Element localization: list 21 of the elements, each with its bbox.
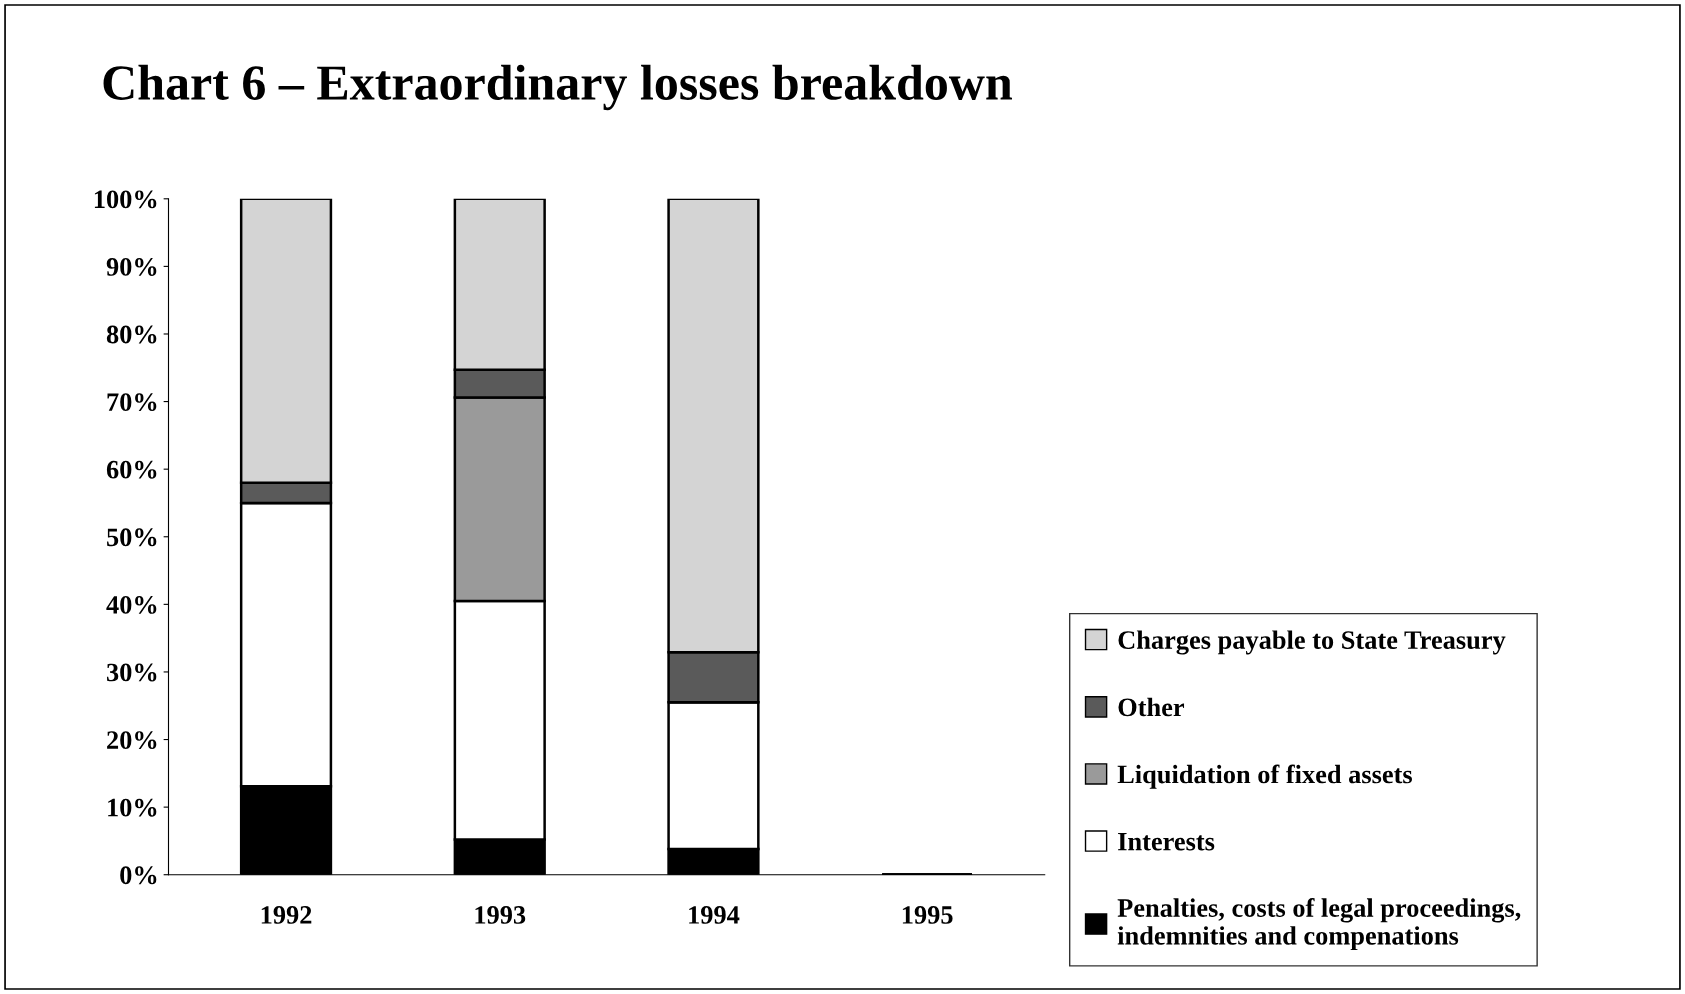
x-tick-label: 1992 [261, 906, 312, 924]
y-tick-label: 20% [107, 731, 157, 750]
x-tick-label: 1994 [689, 906, 740, 924]
y-tick-label: 80% [106, 325, 157, 344]
y-tick-label: 10% [108, 798, 157, 817]
x-tick-label: 1995 [902, 906, 953, 924]
y-tick-label: 70% [107, 393, 157, 412]
y-tick-label: 0% [120, 866, 157, 885]
y-tick-label: 30% [106, 663, 157, 682]
y-tick-label: 100% [94, 190, 157, 209]
y-tick-label: 50% [107, 528, 157, 547]
y-tick-label: 90% [106, 258, 157, 276]
legend-label: Penalties, costs of legal proceedings, indemnities and compenations [1117, 898, 1521, 951]
legend-label: Liquidation of fixed assets [1117, 764, 1412, 789]
y-tick-label: 40% [106, 595, 157, 614]
chart-title: Chart 6 – Extraordinary losses breakdown [103, 64, 1012, 111]
legend-label: Interests [1118, 832, 1215, 851]
x-tick-label: 1993 [475, 906, 526, 924]
legend-label: Charges payable to State Treasury [1118, 630, 1506, 655]
legend-label: Other [1118, 697, 1185, 717]
y-tick-label: 60% [106, 460, 157, 479]
